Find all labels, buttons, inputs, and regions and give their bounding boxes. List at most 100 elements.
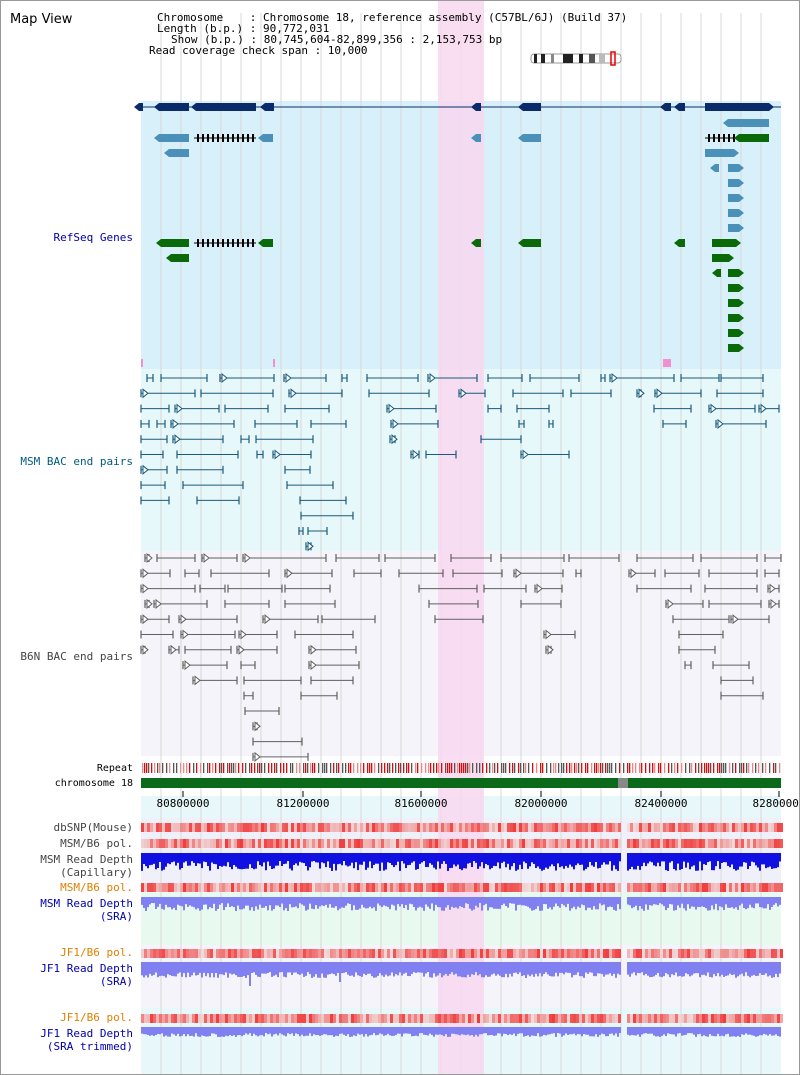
polymorphism-cell	[678, 1014, 681, 1023]
msm-bac-label[interactable]: MSM BAC end pairs	[20, 455, 133, 468]
polymorphism-cell	[531, 839, 534, 848]
polymorphism-cell	[222, 823, 225, 832]
depth-bar	[683, 1027, 685, 1036]
depth-bar	[613, 1027, 615, 1036]
polymorphism-cell	[282, 823, 285, 832]
polymorphism-cell	[222, 839, 225, 848]
depth-bar	[321, 1027, 323, 1036]
polymorphism-cell	[198, 883, 201, 892]
depth-bar	[153, 962, 155, 975]
depth-bar	[561, 1027, 563, 1037]
polymorphism-cell	[699, 823, 702, 832]
repeat-mark	[299, 763, 301, 773]
polymorphism-cell	[348, 949, 351, 958]
polymorphism-cell	[387, 883, 390, 892]
depth-bar	[393, 853, 395, 868]
refseq-label[interactable]: RefSeq Genes	[53, 231, 133, 244]
polymorphism-cell	[255, 949, 258, 958]
polymorphism-cell	[600, 839, 603, 848]
depth-bar	[289, 962, 291, 973]
depth-bar	[645, 897, 647, 905]
gene-exon	[159, 103, 189, 111]
depth-bar	[575, 897, 577, 910]
depth-bar	[455, 1027, 457, 1035]
polymorphism-cell	[444, 1014, 447, 1023]
depth-bar	[221, 1027, 223, 1037]
depth-bar	[771, 1027, 773, 1036]
polymorphism-cell	[708, 823, 711, 832]
polymorphism-cell	[168, 823, 171, 832]
depth-bar	[347, 962, 349, 975]
polymorphism-cell	[153, 1014, 156, 1023]
depth-bar	[331, 1027, 333, 1036]
depth-bar	[521, 853, 523, 870]
polymorphism-cell	[543, 949, 546, 958]
depth-bar	[413, 897, 415, 907]
repeat-mark	[762, 763, 764, 773]
repeat-mark	[290, 763, 292, 773]
depth-bar	[709, 853, 711, 862]
polymorphism-cell	[387, 1014, 390, 1023]
repeat-mark	[387, 763, 389, 773]
polymorphism-cell	[147, 839, 150, 848]
depth-bar	[539, 962, 541, 974]
depth-bar	[261, 853, 263, 867]
b6n-pair-end	[203, 552, 210, 564]
polymorphism-cell	[276, 949, 279, 958]
polymorphism-cell	[270, 949, 273, 958]
polymorphism-cell	[234, 949, 237, 958]
polymorphism-cell	[579, 839, 582, 848]
gene-strand-arrow	[660, 103, 665, 111]
polymorphism-cell	[633, 823, 636, 832]
polymorphism-cell	[759, 949, 762, 958]
polymorphism-cell	[591, 1014, 594, 1023]
polymorphism-cell	[180, 883, 183, 892]
depth-bar	[475, 962, 477, 973]
polymorphism-cell	[753, 839, 756, 848]
depth-bar	[455, 853, 457, 867]
polymorphism-cell	[240, 823, 243, 832]
depth-bar	[661, 962, 663, 978]
b6n-bac-label[interactable]: B6N BAC end pairs	[20, 650, 133, 663]
polymorphism-cell	[489, 839, 492, 848]
depth-bar	[175, 962, 177, 977]
polymorphism-cell	[183, 883, 186, 892]
depth-bar	[161, 853, 163, 871]
repeat-mark	[632, 763, 634, 773]
polymorphism-cell	[675, 823, 678, 832]
depth-bar	[717, 853, 719, 862]
polymorphism-cell	[369, 823, 372, 832]
repeat-mark	[367, 763, 369, 773]
polymorphism-cell	[675, 839, 678, 848]
polymorphism-cell	[438, 1014, 441, 1023]
polymorphism-cell	[558, 823, 561, 832]
depth-bar	[449, 897, 451, 910]
repeat-mark	[479, 763, 481, 773]
repeat-mark	[219, 763, 221, 773]
depth-bar	[769, 962, 771, 976]
depth-bar	[369, 853, 371, 862]
polymorphism-cell	[759, 883, 762, 892]
polymorphism-cell	[546, 883, 549, 892]
polymorphism-cell	[699, 839, 702, 848]
polymorphism-cell	[717, 823, 720, 832]
depth-bar	[221, 897, 223, 904]
depth-bar	[519, 1027, 521, 1034]
repeat-mark	[169, 763, 171, 773]
polymorphism-cell	[279, 1014, 282, 1023]
depth-bar	[325, 1027, 327, 1035]
polymorphism-cell	[597, 949, 600, 958]
depth-bar	[203, 897, 205, 905]
depth-bar	[145, 853, 147, 867]
depth-bar	[527, 1027, 529, 1036]
depth-bar	[389, 1027, 391, 1036]
depth-bar	[409, 853, 411, 865]
polymorphism-cell	[429, 839, 432, 848]
polymorphism-cell	[183, 823, 186, 832]
polymorphism-cell	[537, 883, 540, 892]
polymorphism-cell	[588, 839, 591, 848]
depth-bar	[545, 897, 547, 905]
repeat-mark	[649, 763, 651, 773]
depth-bar	[627, 962, 629, 975]
polymorphism-cell	[387, 823, 390, 832]
